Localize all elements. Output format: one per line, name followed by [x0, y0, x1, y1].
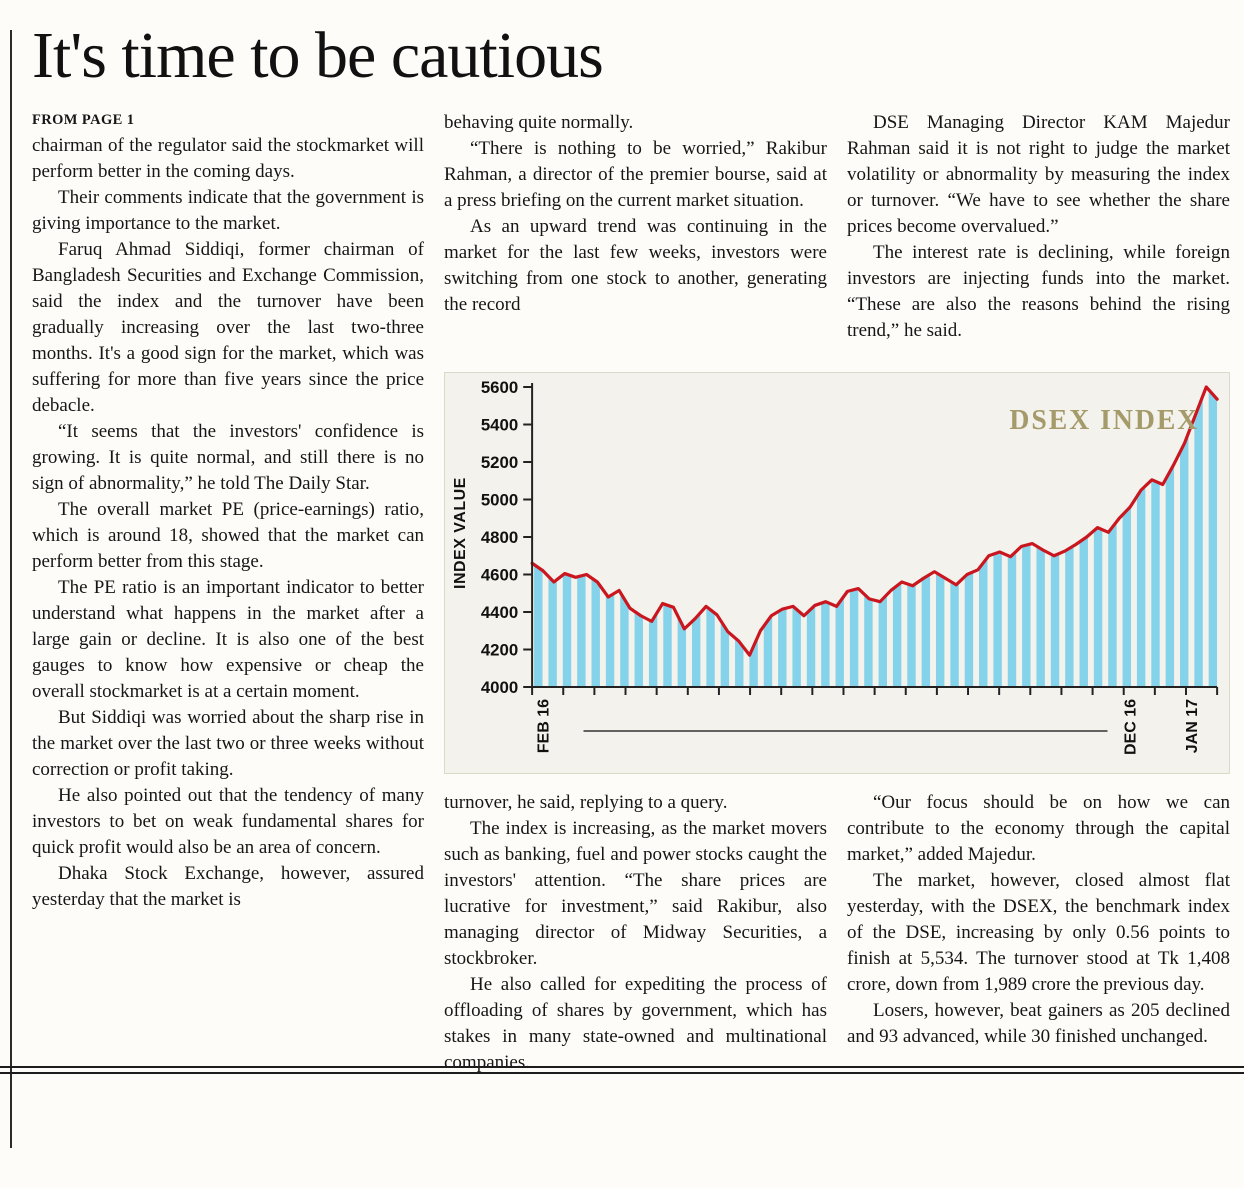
column-1: FROM PAGE 1 chairman of the regulator sa…: [32, 110, 424, 1076]
column-2-bottom-text: turnover, he said, replying to a query. T…: [444, 790, 827, 1076]
paragraph: “Our focus should be on how we can contr…: [847, 792, 1230, 865]
left-column-rule: [10, 30, 12, 1148]
x-tick-label: DEC 16: [1122, 699, 1139, 755]
paragraph: Losers, however, beat gainers as 205 dec…: [847, 1000, 1230, 1047]
y-tick-label: 4600: [481, 565, 518, 584]
paragraph: behaving quite normally.: [444, 112, 634, 133]
paragraph: chairman of the regulator said the stock…: [32, 135, 424, 182]
bottom-text-row: turnover, he said, replying to a query. T…: [444, 790, 1230, 1076]
paragraph: The interest rate is declining, while fo…: [847, 242, 1230, 341]
column-3-top-text: DSE Managing Director KAM Majedur Rahman…: [847, 110, 1230, 344]
dsex-chart-svg: 4000 4200 4400 4600 4800 5000 5200 5400 5600 INDE…: [452, 378, 1219, 755]
bottom-rule-2: [0, 1072, 1244, 1074]
paragraph: The index is increasing, as the market m…: [444, 818, 827, 969]
y-tick-label: 4200: [481, 640, 518, 659]
y-tick-label: 5400: [481, 415, 518, 434]
paragraph: He also pointed out that the tendency of…: [32, 785, 424, 858]
paragraph: The overall market PE (price-earnings) r…: [32, 499, 424, 572]
column-3-bottom-text: “Our focus should be on how we can contr…: [847, 790, 1230, 1076]
article-body: FROM PAGE 1 chairman of the regulator sa…: [32, 110, 1230, 1076]
newspaper-page: It's time to be cautious FROM PAGE 1 cha…: [0, 19, 1244, 1148]
top-text-row: behaving quite normally. “There is nothin…: [444, 110, 1230, 366]
chart-title-label: DSEX INDEX: [1009, 405, 1199, 436]
paragraph: “There is nothing to be worried,” Rakibu…: [444, 138, 827, 211]
column-2-top-text: behaving quite normally. “There is nothin…: [444, 110, 827, 318]
paragraph: DSE Managing Director KAM Majedur Rahman…: [847, 112, 1230, 237]
x-tick-label: FEB 16: [535, 699, 552, 753]
paragraph: Faruq Ahmad Siddiqi, former chairman of …: [32, 239, 424, 416]
y-tick-label: 5600: [481, 378, 518, 397]
dsex-index-chart: 4000 4200 4400 4600 4800 5000 5200 5400 5600 INDE…: [444, 372, 1230, 774]
paragraph: “It seems that the investors' confidence…: [32, 421, 424, 494]
paragraph: The PE ratio is an important indicator t…: [32, 577, 424, 702]
y-axis-title: INDEX VALUE: [452, 477, 469, 589]
bottom-rules: [0, 1066, 1244, 1074]
paragraph: Dhaka Stock Exchange, however, assured y…: [32, 863, 424, 910]
y-tick-label: 4800: [481, 528, 518, 547]
right-columns-wrap: behaving quite normally. “There is nothin…: [444, 110, 1230, 1076]
y-tick-label: 4400: [481, 603, 518, 622]
y-tick-label: 5200: [481, 453, 518, 472]
paragraph: turnover, he said, replying to a query.: [444, 792, 728, 813]
paragraph: As an upward trend was continuing in the…: [444, 216, 827, 315]
paragraph: He also called for expediting the proces…: [444, 974, 827, 1073]
bottom-rule-1: [0, 1066, 1244, 1068]
from-page-kicker: FROM PAGE 1: [32, 112, 135, 128]
column-1-text: chairman of the regulator said the stock…: [32, 133, 424, 913]
paragraph: The market, however, closed almost flat …: [847, 870, 1230, 995]
chart-line: [530, 385, 1219, 657]
paragraph: But Siddiqi was worried about the sharp …: [32, 707, 424, 780]
y-tick-label: 5000: [481, 490, 518, 509]
x-tick-label: JAN 17: [1184, 699, 1201, 753]
chart-area: [532, 387, 1218, 687]
article-title: It's time to be cautious: [32, 19, 604, 92]
paragraph: Their comments indicate that the governm…: [32, 187, 424, 234]
y-tick-label: 4000: [481, 678, 518, 697]
